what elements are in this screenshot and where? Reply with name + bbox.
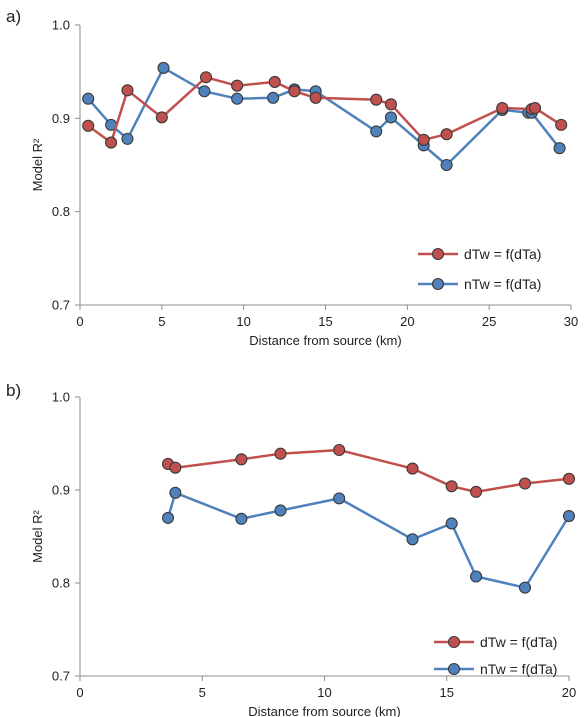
y-tick-label: 0.7 [52, 298, 70, 313]
data-point [198, 85, 211, 98]
series-dtw [82, 71, 568, 149]
data-point [445, 480, 458, 493]
data-point [288, 85, 301, 98]
data-point [333, 443, 346, 457]
data-point [333, 492, 346, 505]
data-point [82, 119, 95, 132]
data-point [169, 461, 182, 474]
data-point [518, 581, 532, 594]
data-point [309, 91, 322, 104]
y-tick-label: 0.8 [52, 204, 70, 219]
data-point [235, 512, 248, 525]
data-point [384, 111, 398, 124]
data-point [267, 91, 280, 104]
x-tick-label: 10 [317, 685, 331, 700]
y-tick-label: 0.9 [52, 111, 70, 126]
x-tick-label: 5 [199, 685, 206, 700]
chart-panel-b: b) 0.7 0.8 0.9 1.0 0 5 10 15 20 Distance from sour… [6, 381, 576, 717]
data-point [105, 136, 118, 149]
series-dtw [161, 443, 576, 498]
data-point [370, 125, 383, 138]
legend: dTw = f(dTa) nTw = f(dTa) [418, 246, 541, 292]
data-point [445, 517, 458, 530]
data-point [470, 485, 483, 498]
data-point [274, 447, 287, 460]
data-point [121, 84, 134, 97]
legend-swatch-marker [431, 277, 445, 291]
series-line [87, 76, 562, 144]
data-point [562, 472, 576, 485]
data-point [161, 511, 175, 524]
x-tick-label: 15 [318, 314, 332, 329]
x-tick-label: 20 [562, 685, 576, 700]
panel-label: b) [6, 381, 21, 400]
data-point [169, 486, 182, 499]
data-point [406, 462, 419, 475]
x-tick-label: 30 [564, 314, 578, 329]
data-point [562, 509, 576, 523]
data-point [231, 79, 244, 92]
data-point [518, 477, 532, 490]
x-tick-label: 20 [400, 314, 414, 329]
y-axis-title: Model R² [30, 509, 45, 562]
legend-label: nTw = f(dTa) [480, 661, 557, 677]
legend-swatch-marker [447, 635, 461, 649]
y-tick-label: 1.0 [52, 390, 70, 405]
data-point [417, 133, 430, 146]
data-point [121, 132, 134, 145]
data-point [440, 158, 453, 172]
panel-label: a) [6, 7, 21, 26]
legend: dTw = f(dTa) nTw = f(dTa) [434, 634, 557, 677]
legend-label: dTw = f(dTa) [464, 246, 541, 262]
data-point [274, 504, 287, 517]
x-tick-label: 0 [76, 685, 83, 700]
legend-label: nTw = f(dTa) [464, 276, 541, 292]
data-point [496, 102, 509, 115]
legend-swatch-marker [431, 247, 445, 261]
data-point [470, 570, 483, 583]
data-point [231, 92, 244, 105]
y-tick-label: 0.7 [52, 669, 70, 684]
data-point [528, 102, 542, 115]
data-point [155, 111, 168, 124]
legend-label: dTw = f(dTa) [480, 634, 557, 650]
x-tick-label: 25 [482, 314, 496, 329]
data-point [553, 142, 566, 155]
data-point [235, 453, 248, 466]
data-point [440, 128, 453, 141]
data-point [199, 71, 213, 84]
series-ntw [161, 486, 576, 594]
series-ntw [82, 61, 566, 172]
data-point [406, 533, 419, 546]
data-point [157, 61, 170, 74]
y-tick-label: 1.0 [52, 18, 70, 33]
x-tick-label: 5 [158, 314, 165, 329]
chart-panel-a: a) 0.7 0.8 0.9 1.0 0 5 10 15 20 25 30 Distance from … [6, 7, 578, 348]
data-point [268, 75, 281, 88]
x-tick-label: 0 [76, 314, 83, 329]
data-point [384, 98, 398, 111]
x-axis-title: Distance from source (km) [248, 704, 400, 717]
y-axis-title: Model R² [30, 138, 45, 191]
y-tick-label: 0.9 [52, 483, 70, 498]
y-tick-label: 0.8 [52, 576, 70, 591]
data-point [370, 93, 383, 106]
x-tick-label: 10 [236, 314, 250, 329]
data-point [82, 92, 95, 105]
x-axis-title: Distance from source (km) [249, 333, 401, 348]
data-point [555, 118, 568, 131]
x-tick-label: 15 [440, 685, 454, 700]
series-line [167, 448, 570, 494]
series-line [166, 491, 571, 589]
legend-swatch-marker [447, 662, 461, 676]
